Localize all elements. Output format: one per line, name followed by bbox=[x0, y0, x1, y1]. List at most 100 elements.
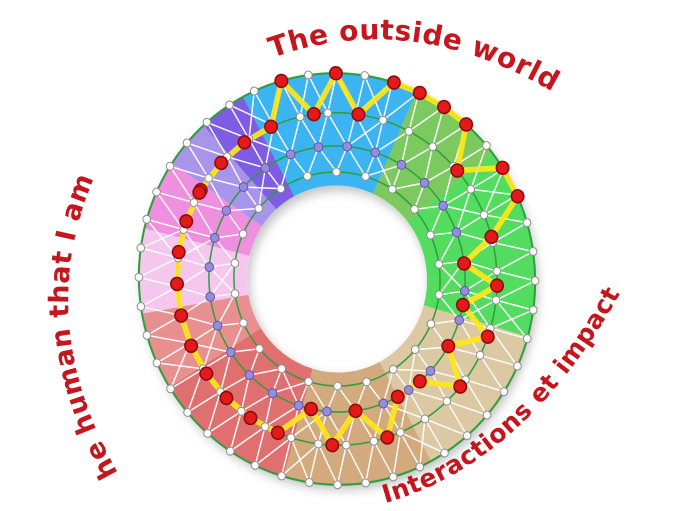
grid-node-ring1[interactable] bbox=[492, 266, 502, 276]
grid-node-ring0[interactable] bbox=[166, 384, 175, 394]
grid-node-ring0[interactable] bbox=[225, 446, 235, 456]
grid-node-ring0[interactable] bbox=[134, 272, 144, 282]
grid-node-ring2[interactable] bbox=[342, 141, 352, 152]
grid-node-ring2[interactable] bbox=[212, 320, 223, 331]
grid-node-ring1[interactable] bbox=[314, 439, 323, 449]
grid-node-ring0[interactable] bbox=[522, 334, 532, 344]
answer-node[interactable] bbox=[450, 163, 465, 178]
grid-node-ring0[interactable] bbox=[440, 448, 449, 458]
answer-node[interactable] bbox=[184, 338, 199, 354]
answer-node[interactable] bbox=[192, 185, 207, 200]
grid-node-ring1[interactable] bbox=[237, 406, 246, 416]
grid-node-ring3[interactable] bbox=[277, 364, 287, 374]
grid-node-ring1[interactable] bbox=[479, 210, 489, 220]
grid-node-ring0[interactable] bbox=[277, 471, 286, 481]
answer-node[interactable] bbox=[455, 297, 470, 313]
answer-node[interactable] bbox=[219, 390, 234, 406]
grid-node-ring0[interactable] bbox=[203, 428, 212, 438]
grid-node-ring0[interactable] bbox=[360, 71, 370, 81]
grid-node-ring2[interactable] bbox=[378, 398, 389, 409]
answer-node[interactable] bbox=[480, 329, 495, 344]
grid-node-ring0[interactable] bbox=[142, 330, 152, 340]
grid-node-ring0[interactable] bbox=[142, 214, 152, 224]
grid-node-ring0[interactable] bbox=[513, 361, 522, 371]
grid-node-ring2[interactable] bbox=[244, 370, 255, 381]
answer-node[interactable] bbox=[390, 389, 405, 405]
grid-node-ring3[interactable] bbox=[303, 171, 312, 181]
grid-node-ring3[interactable] bbox=[254, 204, 264, 213]
grid-node-ring2[interactable] bbox=[451, 227, 462, 238]
answer-node[interactable] bbox=[453, 379, 468, 394]
grid-node-ring1[interactable] bbox=[260, 422, 270, 432]
grid-node-ring1[interactable] bbox=[420, 414, 430, 424]
answer-node[interactable] bbox=[174, 308, 189, 323]
grid-node-ring0[interactable] bbox=[482, 141, 491, 151]
grid-node-ring0[interactable] bbox=[136, 302, 146, 312]
grid-node-ring1[interactable] bbox=[341, 440, 351, 450]
grid-node-ring2[interactable] bbox=[313, 142, 324, 153]
grid-node-ring0[interactable] bbox=[530, 276, 540, 286]
grid-node-ring1[interactable] bbox=[428, 142, 437, 152]
grid-node-ring2[interactable] bbox=[205, 291, 216, 302]
answer-node[interactable] bbox=[490, 278, 505, 293]
grid-node-ring0[interactable] bbox=[388, 472, 398, 482]
answer-node[interactable] bbox=[237, 135, 252, 150]
grid-node-ring3[interactable] bbox=[434, 259, 444, 269]
grid-node-ring1[interactable] bbox=[442, 396, 452, 406]
grid-node-ring2[interactable] bbox=[260, 162, 271, 173]
grid-node-ring3[interactable] bbox=[276, 184, 286, 194]
grid-node-ring2[interactable] bbox=[396, 159, 407, 170]
grid-node-ring0[interactable] bbox=[528, 246, 538, 256]
answer-node[interactable] bbox=[412, 374, 427, 389]
answer-node[interactable] bbox=[243, 410, 258, 426]
grid-node-ring2[interactable] bbox=[322, 406, 332, 417]
grid-node-ring1[interactable] bbox=[286, 433, 296, 443]
grid-node-ring1[interactable] bbox=[491, 295, 501, 305]
answer-node[interactable] bbox=[306, 106, 321, 122]
answer-node[interactable] bbox=[459, 117, 474, 132]
grid-node-ring1[interactable] bbox=[204, 173, 213, 183]
grid-node-ring1[interactable] bbox=[369, 436, 379, 446]
grid-node-ring2[interactable] bbox=[419, 177, 430, 188]
grid-node-ring0[interactable] bbox=[333, 480, 342, 490]
grid-node-ring3[interactable] bbox=[239, 318, 248, 328]
answer-node[interactable] bbox=[510, 189, 525, 204]
answer-node[interactable] bbox=[495, 160, 510, 176]
grid-node-ring1[interactable] bbox=[378, 115, 388, 125]
grid-node-ring0[interactable] bbox=[202, 117, 212, 127]
grid-node-ring2[interactable] bbox=[204, 262, 215, 273]
grid-node-ring1[interactable] bbox=[475, 350, 485, 360]
grid-node-ring2[interactable] bbox=[226, 347, 236, 358]
answer-node[interactable] bbox=[270, 425, 285, 441]
answer-node[interactable] bbox=[348, 403, 363, 419]
answer-node[interactable] bbox=[328, 65, 343, 81]
grid-node-ring3[interactable] bbox=[333, 381, 342, 391]
grid-node-ring0[interactable] bbox=[225, 100, 234, 110]
grid-node-ring3[interactable] bbox=[230, 258, 240, 268]
grid-node-ring2[interactable] bbox=[454, 315, 465, 326]
answer-node[interactable] bbox=[325, 437, 340, 453]
grid-node-ring3[interactable] bbox=[332, 167, 341, 177]
grid-node-ring0[interactable] bbox=[522, 218, 532, 228]
grid-node-ring0[interactable] bbox=[415, 462, 425, 472]
answer-node[interactable] bbox=[437, 99, 452, 115]
grid-node-ring0[interactable] bbox=[249, 86, 259, 96]
grid-node-ring0[interactable] bbox=[182, 138, 192, 148]
grid-node-ring3[interactable] bbox=[238, 229, 248, 239]
answer-node[interactable] bbox=[179, 214, 194, 229]
answer-node[interactable] bbox=[171, 244, 186, 260]
grid-node-ring1[interactable] bbox=[404, 126, 414, 136]
grid-node-ring0[interactable] bbox=[304, 70, 313, 80]
grid-node-ring2[interactable] bbox=[238, 182, 249, 193]
answer-node[interactable] bbox=[380, 430, 395, 445]
grid-node-ring2[interactable] bbox=[370, 147, 381, 158]
grid-node-ring2[interactable] bbox=[459, 285, 470, 296]
grid-node-ring2[interactable] bbox=[293, 400, 304, 411]
answer-node[interactable] bbox=[441, 338, 456, 354]
grid-node-ring2[interactable] bbox=[267, 388, 278, 399]
grid-node-ring2[interactable] bbox=[221, 205, 232, 216]
grid-node-ring3[interactable] bbox=[387, 184, 397, 194]
grid-node-ring3[interactable] bbox=[362, 377, 371, 387]
grid-node-ring3[interactable] bbox=[255, 344, 264, 354]
grid-node-ring3[interactable] bbox=[410, 204, 419, 214]
